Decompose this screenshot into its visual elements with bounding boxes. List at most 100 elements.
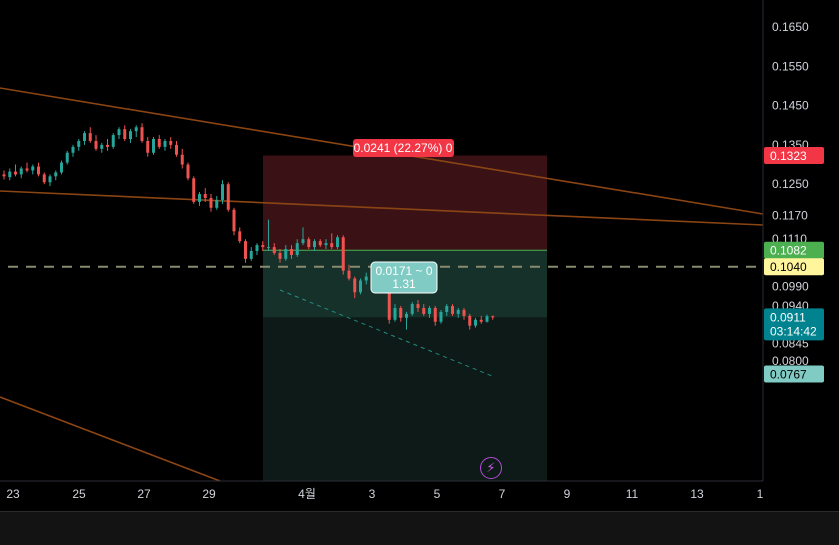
price-tick-label: 0.1650	[772, 20, 809, 34]
candle-body	[244, 241, 247, 259]
candle-body	[175, 144, 178, 155]
stop-label: 0.0241 (22.27%) 0	[354, 141, 453, 155]
candle-body	[192, 178, 196, 202]
candle-body	[37, 166, 40, 175]
candle-body	[462, 309, 466, 316]
candle-body	[439, 311, 443, 322]
candle-body	[468, 315, 472, 326]
candle-body	[25, 168, 29, 171]
candle-body	[134, 127, 138, 132]
candle-body	[186, 164, 190, 179]
candle-body	[405, 313, 408, 318]
projection-path	[279, 289, 493, 377]
axes: 0.16500.15500.14500.13500.12500.11700.11…	[0, 0, 809, 501]
time-tick-label: 13	[690, 487, 704, 501]
candle-body	[456, 309, 460, 314]
candle-body	[347, 270, 351, 279]
candle-body	[157, 139, 161, 147]
candle-body	[451, 306, 454, 314]
candle-body	[123, 129, 127, 140]
stop-label-box	[353, 139, 454, 157]
candle-body	[290, 249, 293, 255]
price-tick-label: 0.1450	[772, 99, 809, 113]
candle-body	[330, 243, 334, 248]
price-tag-box	[764, 147, 824, 165]
candle-body	[301, 239, 305, 244]
price-tick-label: 0.1250	[772, 177, 809, 191]
candle-body	[180, 154, 184, 165]
candle-body	[42, 174, 46, 183]
price-tick-label: 0.0990	[772, 279, 809, 293]
candle-body	[146, 140, 150, 153]
price-tag-label: 0.0911	[770, 310, 806, 324]
price-tag-box	[764, 308, 824, 341]
candle-body	[255, 245, 259, 252]
candle-body	[278, 252, 282, 259]
price-tick-label: 0.0800	[772, 354, 809, 368]
candle-body	[129, 131, 132, 140]
candle-body	[445, 306, 449, 312]
time-tick-label: 11	[626, 487, 639, 501]
candle-body	[238, 231, 242, 242]
time-tick-label: 1	[757, 487, 764, 501]
candle-body	[474, 319, 477, 326]
time-tick-label: 27	[137, 487, 151, 501]
candle-body	[364, 276, 368, 281]
candle-body	[284, 249, 288, 259]
candle-body	[140, 127, 144, 141]
candle-body	[428, 307, 431, 314]
candle-body	[8, 171, 12, 178]
candle-body	[117, 129, 121, 136]
candle-body	[336, 237, 339, 248]
time-tick-label: 7	[499, 487, 506, 501]
candle-body	[359, 280, 362, 293]
target-label-box	[370, 261, 438, 294]
price-tag-label: 0.0767	[770, 368, 807, 382]
candle-body	[163, 140, 167, 147]
candle-body	[226, 184, 230, 210]
candle-body	[249, 251, 253, 259]
price-tag-label: 0.1040	[770, 260, 807, 274]
candle-body	[203, 194, 207, 198]
candle-body	[393, 307, 397, 320]
price-tag-countdown: 03:14:42	[770, 324, 817, 338]
overlays: 0.0241 (22.27%) 0 0.0171 ~ 01.31	[8, 139, 763, 377]
candles	[2, 123, 495, 330]
candle-body	[307, 239, 311, 248]
candle-body	[94, 140, 98, 149]
candle-body	[410, 304, 414, 314]
candle-body	[313, 241, 316, 248]
candle-body	[318, 241, 322, 246]
candle-body	[387, 286, 391, 320]
time-tick-label: 25	[72, 487, 86, 501]
candle-body	[60, 162, 63, 173]
candle-body	[88, 133, 92, 141]
candle-body	[19, 168, 23, 175]
target-label-line1: 0.0171 ~ 0	[375, 264, 432, 278]
bottom-toolbar	[0, 511, 839, 545]
candle-body	[152, 139, 155, 153]
candle-body	[324, 243, 328, 246]
candle-body	[491, 316, 495, 318]
candle-body	[422, 307, 426, 314]
price-tag-label: 0.1082	[770, 244, 807, 258]
trendline-middle	[0, 190, 764, 226]
candle-body	[416, 304, 420, 308]
candle-body	[83, 133, 86, 141]
time-tick-label: 4월	[298, 487, 316, 501]
candle-body	[100, 144, 104, 149]
candle-body	[31, 166, 35, 171]
lightning-icon[interactable]: ⚡	[480, 457, 502, 479]
candle-body	[433, 307, 437, 322]
candle-body	[267, 247, 270, 249]
candle-body	[14, 171, 17, 175]
candle-body	[261, 245, 265, 248]
candle-body	[71, 146, 75, 153]
candle-body	[341, 237, 345, 271]
candle-body	[106, 144, 109, 147]
candle-body	[353, 278, 357, 293]
candle-body	[169, 140, 173, 145]
